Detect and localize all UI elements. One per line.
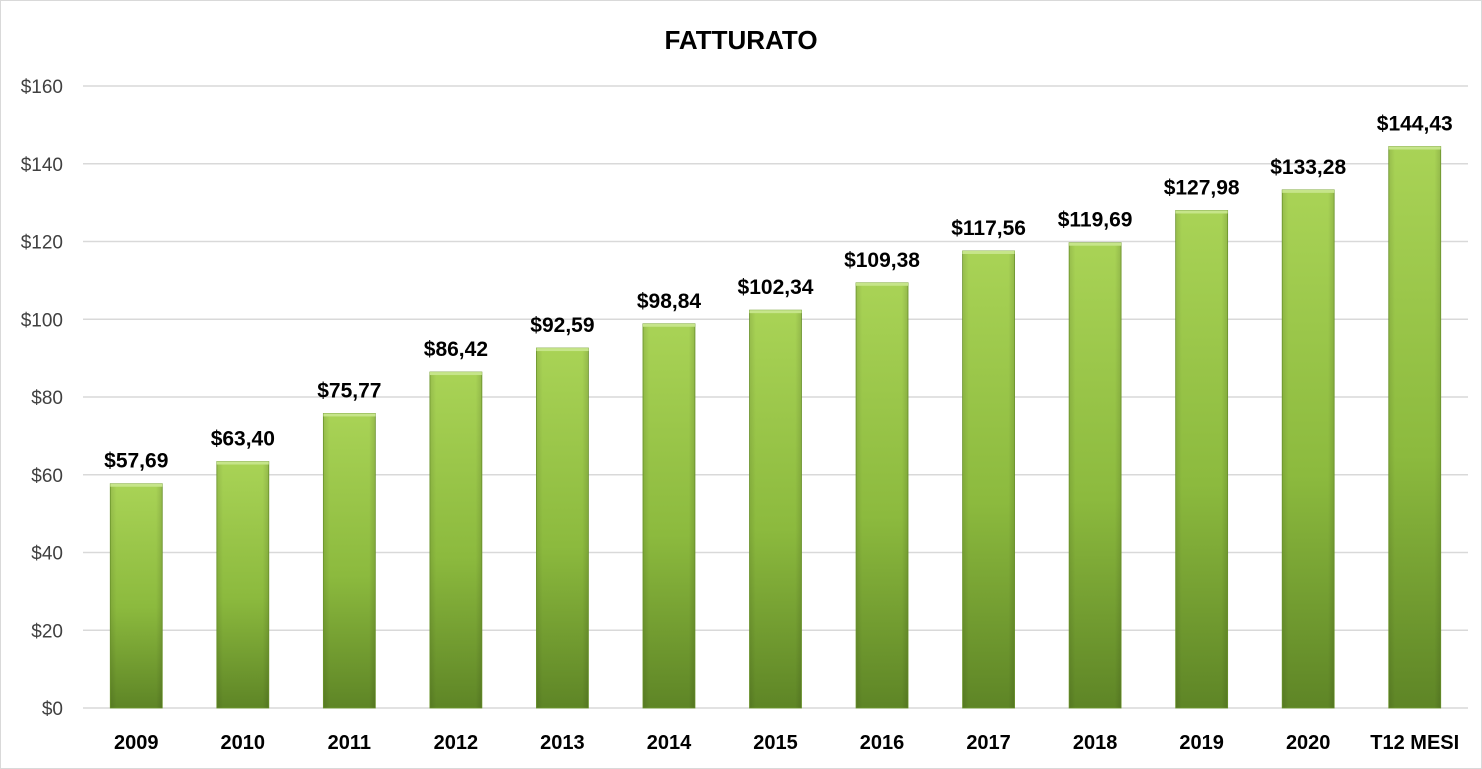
data-labels: $57,69 $63,40 $75,77 $86,42 $92,59 $98,84 $102…: [104, 113, 1453, 473]
y-tick-label: $160: [21, 77, 63, 98]
bar: [1068, 242, 1122, 709]
bar: [429, 371, 483, 709]
data-label: $119,69: [1058, 209, 1133, 232]
bar-shading: [536, 348, 589, 708]
x-axis-tick-labels: 2009 2010 2011 2012 2013 2014 2015 2016 2017 2018…: [114, 732, 1459, 754]
bar-shading: [216, 461, 269, 708]
data-label: $98,84: [637, 290, 702, 313]
x-tick-label: 2017: [966, 732, 1011, 754]
data-label: $144,43: [1377, 113, 1453, 136]
x-tick-label: 2011: [328, 732, 371, 754]
data-label: $127,98: [1164, 176, 1240, 199]
y-axis-tick-labels: $0 $20 $40 $60 $80 $100 $120 $140 $160: [21, 77, 63, 720]
bar: [642, 323, 696, 709]
bar-top-edge: [110, 483, 163, 487]
bar-top-edge: [429, 372, 482, 376]
x-tick-label: 2018: [1073, 732, 1118, 754]
x-tick-label: 2015: [753, 732, 798, 754]
bar-top-edge: [1069, 242, 1122, 246]
x-tick-label: 2009: [114, 732, 159, 754]
bar-shading: [856, 282, 909, 708]
data-label: $117,56: [951, 217, 1026, 240]
y-tick-label: $100: [21, 310, 63, 331]
bar-top-edge: [1175, 210, 1228, 214]
y-tick-label: $140: [21, 155, 63, 176]
bar: [855, 282, 909, 709]
x-tick-label: 2019: [1179, 732, 1224, 754]
bar-top-edge: [323, 413, 376, 417]
bar-top-edge: [1282, 189, 1335, 193]
x-tick-label: 2014: [647, 732, 692, 754]
y-tick-label: $0: [42, 699, 63, 720]
bar-shading: [642, 323, 695, 708]
bar-shading: [110, 483, 163, 708]
x-tick-label: T12 MESI: [1370, 732, 1459, 754]
bar: [322, 413, 376, 709]
bar-shading: [323, 413, 376, 708]
bar: [1388, 146, 1442, 709]
bar-shading: [1282, 189, 1335, 708]
bar-top-edge: [1388, 146, 1441, 150]
data-label: $92,59: [530, 314, 594, 337]
y-tick-label: $120: [21, 233, 63, 254]
bar-top-edge: [856, 282, 909, 286]
x-tick-label: 2016: [860, 732, 905, 754]
bar-shading: [1069, 242, 1122, 708]
y-tick-label: $20: [31, 621, 63, 642]
bar-shading: [1388, 146, 1441, 708]
chart-title: FATTURATO: [664, 25, 817, 55]
data-label: $109,38: [844, 249, 920, 272]
bar: [1281, 189, 1335, 709]
data-label: $57,69: [104, 450, 168, 473]
data-label: $133,28: [1270, 156, 1346, 179]
bar: [1175, 210, 1229, 709]
bar: [536, 347, 589, 709]
bar-top-edge: [749, 310, 802, 314]
bar-shading: [962, 250, 1015, 708]
x-tick-label: 2010: [221, 732, 266, 754]
bar-shading: [1175, 210, 1228, 708]
data-label: $86,42: [424, 338, 488, 361]
y-tick-label: $40: [31, 544, 63, 565]
data-label: $102,34: [738, 276, 814, 299]
y-tick-label: $60: [31, 466, 63, 487]
bar-top-edge: [642, 323, 695, 327]
bar: [109, 483, 163, 709]
bar: [962, 250, 1015, 709]
x-tick-label: 2020: [1286, 732, 1331, 754]
y-tick-label: $80: [31, 388, 63, 409]
data-label: $75,77: [317, 379, 381, 402]
bar: [749, 309, 802, 709]
bar: [216, 461, 270, 709]
bar-top-edge: [962, 250, 1015, 254]
bar-top-edge: [536, 348, 589, 352]
bar-shading: [429, 372, 482, 708]
bar-top-edge: [216, 461, 269, 465]
data-label: $63,40: [211, 428, 275, 451]
x-tick-label: 2012: [434, 732, 479, 754]
bars: [109, 146, 1442, 709]
x-tick-label: 2013: [540, 732, 585, 754]
bar-shading: [749, 310, 802, 708]
